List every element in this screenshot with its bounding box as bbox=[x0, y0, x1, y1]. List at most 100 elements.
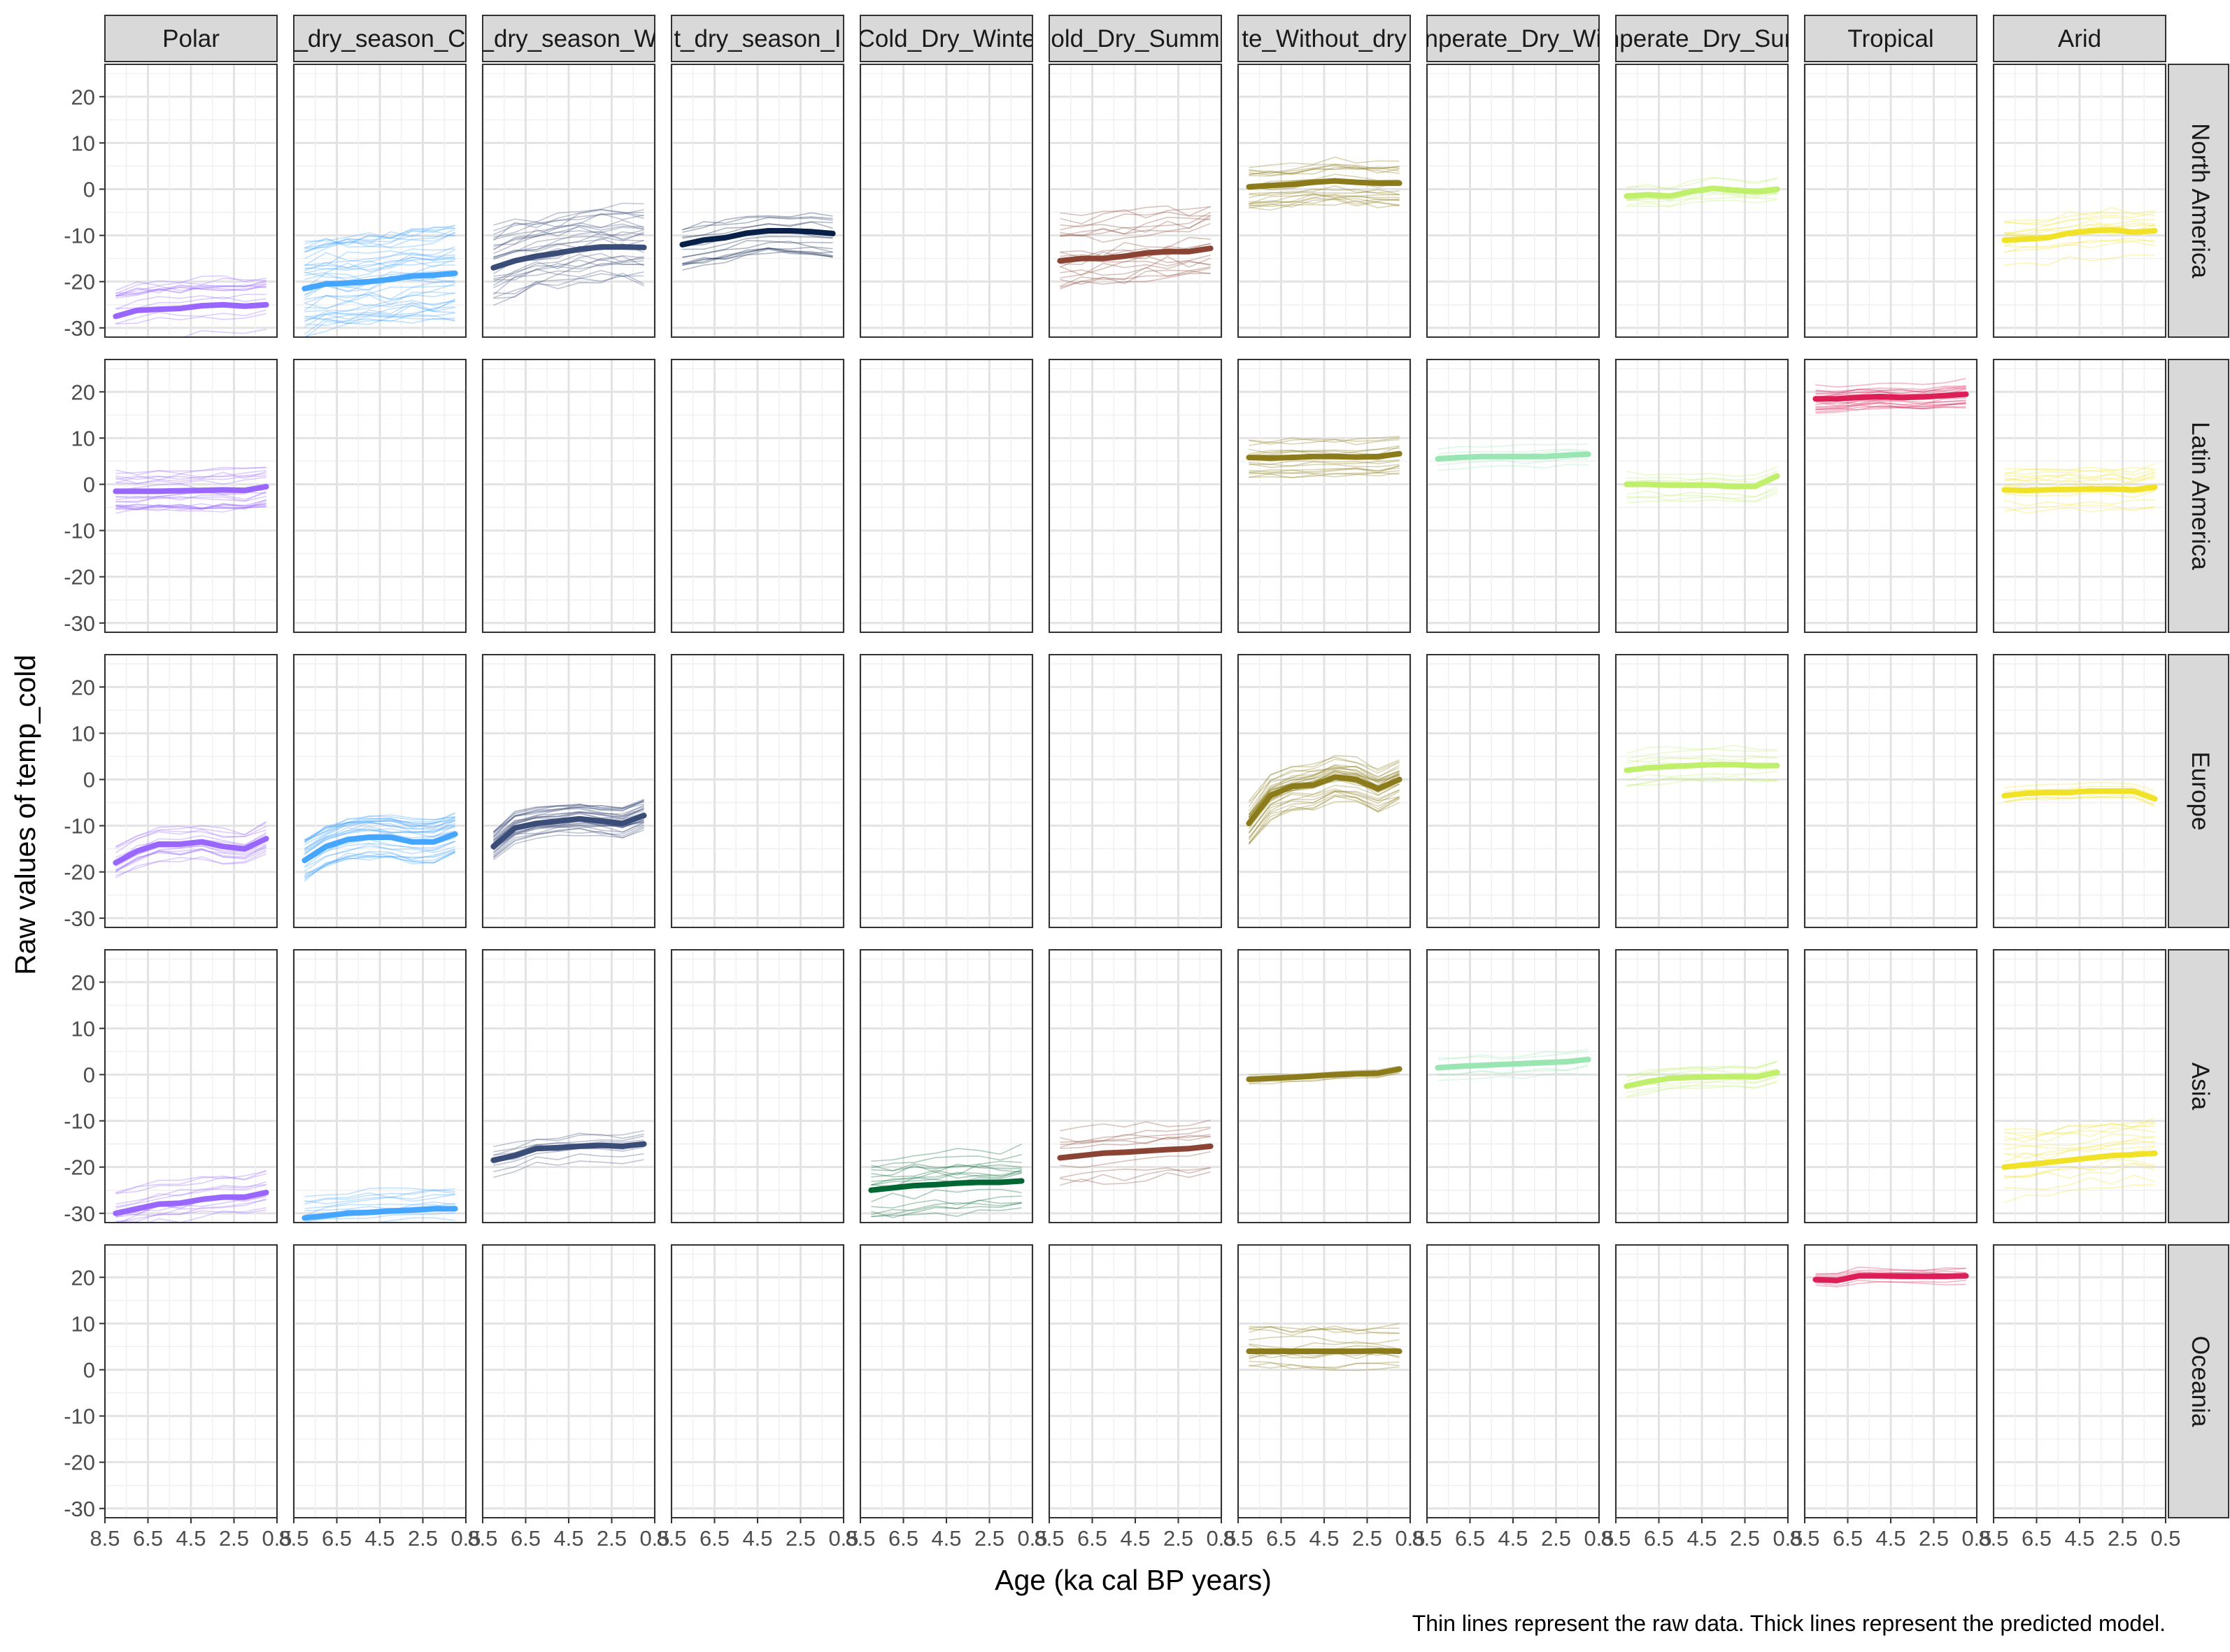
raw-data-line bbox=[1626, 1081, 1777, 1098]
facet-panel bbox=[1992, 359, 2167, 633]
model-line bbox=[301, 831, 458, 864]
facet-panel bbox=[104, 359, 278, 633]
raw-data-line bbox=[682, 236, 833, 250]
y-tick-label: 20 bbox=[71, 380, 95, 404]
x-tick-label: 4.5 bbox=[1686, 1526, 1717, 1551]
raw-data-line bbox=[1249, 193, 1400, 205]
raw-data-line bbox=[1060, 1127, 1211, 1144]
raw-data-line bbox=[1249, 189, 1400, 195]
raw-data-line bbox=[1060, 243, 1211, 265]
raw-data-line bbox=[682, 246, 833, 265]
raw-data-line bbox=[1060, 1167, 1211, 1183]
raw-data-line bbox=[682, 221, 833, 238]
raw-data-line bbox=[1815, 1281, 1966, 1288]
x-tick-label: 0.5 bbox=[1395, 1526, 1425, 1551]
panel-border bbox=[1426, 359, 1600, 633]
raw-data-line bbox=[115, 309, 267, 325]
raw-data-line bbox=[682, 247, 833, 264]
panel-border bbox=[671, 359, 844, 633]
raw-data-line bbox=[2004, 220, 2155, 235]
raw-data-line bbox=[1626, 466, 1777, 478]
raw-data-line bbox=[2004, 785, 2155, 796]
raw-data-line bbox=[1249, 1341, 1400, 1350]
raw-data-line bbox=[1248, 756, 1400, 808]
facet-panel bbox=[1237, 654, 1412, 928]
raw-data-line bbox=[2004, 224, 2155, 236]
raw-data-line bbox=[682, 248, 833, 266]
raw-data-line bbox=[304, 245, 455, 266]
facet-panel bbox=[1237, 64, 1412, 338]
raw-data-line bbox=[1249, 194, 1400, 205]
panel-border bbox=[1615, 654, 1789, 928]
raw-data-line bbox=[1626, 1060, 1777, 1076]
x-tick-label: 2.5 bbox=[1541, 1526, 1571, 1551]
raw-data-line bbox=[115, 476, 267, 485]
raw-data-line bbox=[493, 232, 644, 259]
panel-series bbox=[1057, 1119, 1214, 1186]
raw-data-line bbox=[1437, 1065, 1589, 1076]
panel-border bbox=[1426, 64, 1600, 338]
raw-data-line bbox=[1626, 1061, 1777, 1076]
facet-panel bbox=[292, 949, 467, 1223]
raw-data-line bbox=[1249, 1071, 1400, 1085]
column-strip bbox=[482, 15, 655, 62]
model-line bbox=[113, 836, 269, 866]
raw-data-line bbox=[304, 291, 455, 309]
panel-border bbox=[1049, 949, 1222, 1223]
raw-data-line bbox=[1248, 769, 1400, 818]
column-strip bbox=[1237, 15, 1411, 62]
raw-data-line bbox=[1249, 1364, 1400, 1372]
raw-data-line bbox=[147, 1209, 267, 1223]
panel-border bbox=[104, 949, 278, 1223]
facet-panel bbox=[292, 1244, 467, 1518]
raw-data-line bbox=[115, 848, 267, 872]
raw-data-line bbox=[492, 800, 644, 837]
raw-data-line bbox=[304, 300, 455, 313]
raw-data-line bbox=[1249, 472, 1400, 478]
raw-data-line bbox=[2004, 207, 2155, 225]
facet-panel bbox=[1992, 1244, 2167, 1518]
raw-data-line bbox=[492, 823, 644, 855]
raw-data-line bbox=[115, 469, 267, 481]
raw-data-line bbox=[493, 209, 644, 236]
column-strip-label: old_Dry_Summ bbox=[1051, 25, 1219, 52]
raw-data-line bbox=[304, 313, 455, 327]
model-line bbox=[1624, 1069, 1780, 1089]
y-tick-label: 10 bbox=[71, 1016, 95, 1041]
row-strip-label: Oceania bbox=[2187, 1336, 2214, 1427]
panel-series bbox=[490, 1130, 647, 1179]
raw-data-line bbox=[871, 1172, 1022, 1183]
raw-data-line bbox=[493, 269, 644, 299]
x-tick-label: 0.5 bbox=[1961, 1526, 1991, 1551]
raw-data-line bbox=[304, 318, 455, 337]
panel-border bbox=[1049, 654, 1222, 928]
raw-data-line bbox=[304, 828, 455, 853]
raw-data-line bbox=[492, 829, 644, 861]
row-strip-label: Latin America bbox=[2187, 422, 2214, 571]
panel-series bbox=[1812, 1266, 1969, 1288]
y-tick-label: -10 bbox=[64, 1404, 95, 1429]
raw-data-line bbox=[493, 213, 644, 241]
raw-data-line bbox=[115, 829, 267, 853]
facet-panel bbox=[104, 654, 278, 928]
raw-data-line bbox=[682, 216, 833, 231]
raw-data-line bbox=[1626, 197, 1777, 207]
raw-data-line bbox=[1248, 764, 1400, 816]
x-tick-label: 4.5 bbox=[742, 1526, 772, 1551]
x-tick-label: 2.5 bbox=[1352, 1526, 1382, 1551]
raw-data-line bbox=[1249, 438, 1400, 446]
raw-data-line bbox=[115, 847, 267, 873]
panel-border bbox=[860, 359, 1033, 633]
y-tick-label: -20 bbox=[64, 1155, 95, 1180]
column-strip bbox=[1993, 15, 2166, 62]
raw-data-line bbox=[492, 821, 644, 853]
raw-data-line bbox=[115, 467, 267, 476]
raw-data-line bbox=[2004, 220, 2155, 236]
raw-data-line bbox=[492, 806, 644, 841]
raw-data-line bbox=[2004, 506, 2155, 514]
raw-data-line bbox=[682, 221, 833, 239]
raw-data-line bbox=[682, 217, 833, 230]
raw-data-line bbox=[304, 248, 455, 266]
raw-data-line bbox=[871, 1199, 1022, 1216]
raw-data-line bbox=[304, 822, 455, 851]
